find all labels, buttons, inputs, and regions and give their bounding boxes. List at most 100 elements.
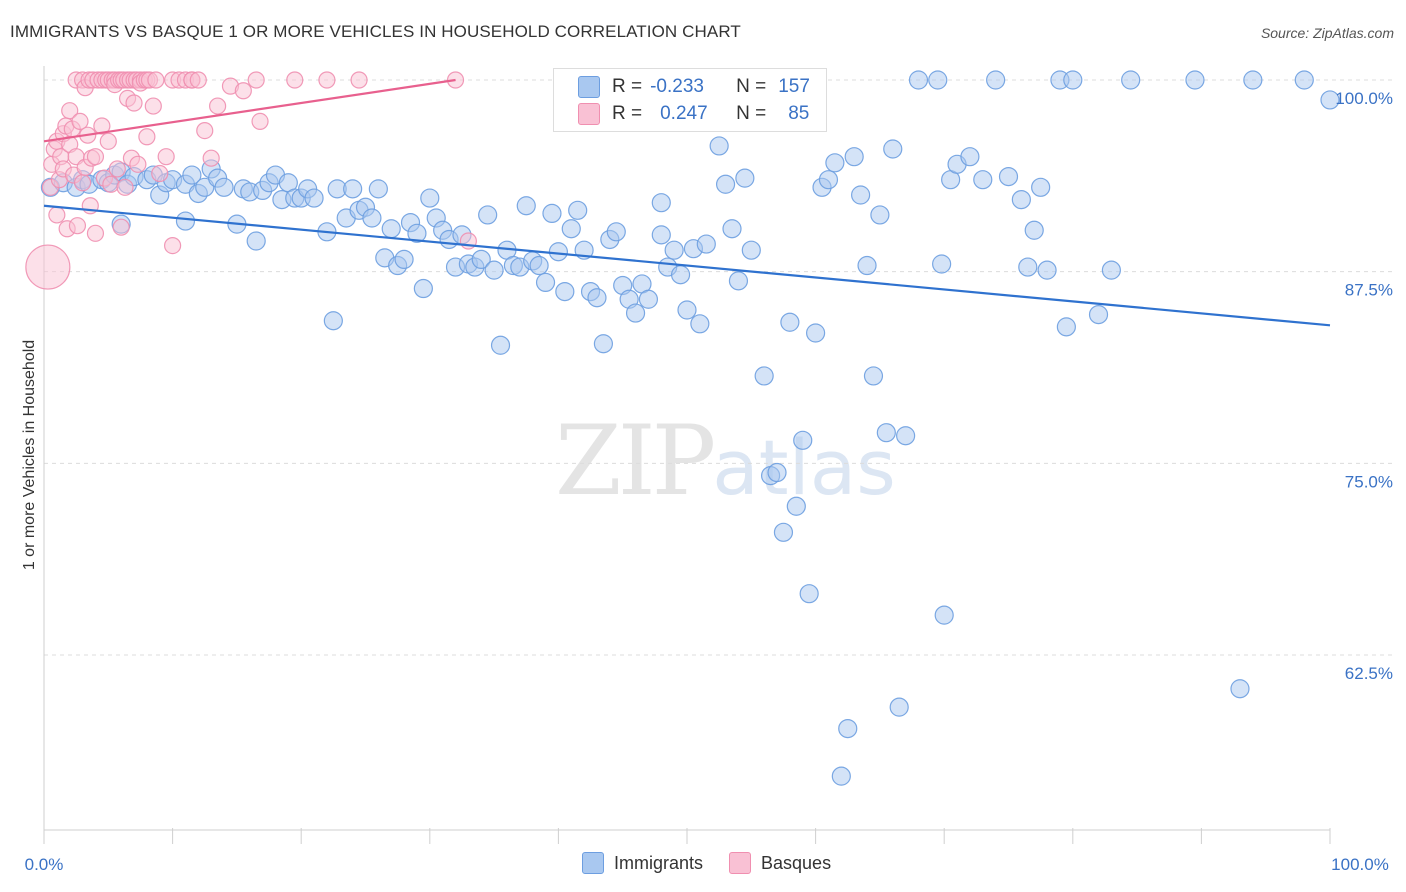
immigrants-point <box>381 219 401 239</box>
immigrants-point <box>1088 305 1109 325</box>
immigrants-point <box>998 167 1019 187</box>
immigrants-point <box>863 366 884 386</box>
immigrants-point <box>568 200 588 220</box>
basques-swatch <box>578 103 600 125</box>
watermark: ZIPatlas <box>555 405 896 517</box>
immigrants-point <box>844 147 864 167</box>
immigrants-point <box>793 430 813 450</box>
immigrants-point <box>986 70 1006 90</box>
basques-point <box>247 71 265 89</box>
immigrants-point <box>1011 190 1031 210</box>
basques-point <box>112 218 130 236</box>
basques-point <box>350 71 368 89</box>
immigrants-point <box>883 139 903 159</box>
basques-point <box>48 206 66 224</box>
basques-point <box>93 117 111 135</box>
immigrants-point <box>799 584 819 604</box>
basques-point <box>234 82 252 100</box>
immigrants-point <box>754 366 774 386</box>
basques-r-label: R = <box>612 103 643 124</box>
basques-n-value: 85 <box>788 103 810 124</box>
immigrants-point <box>490 335 511 355</box>
immigrants-point <box>1031 177 1051 197</box>
immigrants-point <box>1063 70 1083 90</box>
basques-point <box>147 71 165 89</box>
immigrants-swatch <box>578 76 600 98</box>
basques-legend-label: Basques <box>761 852 832 873</box>
immigrants-point <box>932 254 952 274</box>
immigrants-point <box>780 312 800 332</box>
source-label: Source: ZipAtlas.com <box>1260 25 1394 41</box>
immigrants-point <box>516 196 536 216</box>
data-points <box>25 70 1340 786</box>
immigrants-point <box>741 240 761 260</box>
basques-point <box>286 71 304 89</box>
immigrants-point <box>934 605 954 625</box>
immigrants-point <box>420 188 440 208</box>
immigrants-point <box>1320 90 1340 110</box>
immigrants-point <box>407 223 427 243</box>
immigrants-point <box>670 265 691 285</box>
immigrants-point <box>1056 317 1076 337</box>
immigrants-point <box>478 205 498 225</box>
immigrants-point <box>542 203 562 223</box>
immigrants-point <box>1037 260 1057 280</box>
immigrants-point <box>728 271 749 291</box>
immigrants-point <box>786 496 806 516</box>
basques-point <box>102 175 120 193</box>
series-legend: Immigrants Basques <box>582 852 857 874</box>
basques-n-label: N = <box>736 103 767 124</box>
x-tick-label: 0.0% <box>25 855 64 874</box>
basques-point <box>125 94 143 112</box>
y-tick-label: 100.0% <box>1335 89 1393 108</box>
immigrants-r-value: -0.233 <box>650 76 704 97</box>
basques-point <box>99 132 117 150</box>
basques-point <box>71 112 89 131</box>
immigrants-point <box>896 426 916 446</box>
immigrants-point <box>838 718 858 739</box>
immigrants-point <box>664 240 684 260</box>
basques-point <box>209 97 227 115</box>
basques-point <box>318 71 336 89</box>
immigrants-point <box>1024 220 1044 240</box>
immigrants-point <box>908 70 929 90</box>
immigrants-point <box>587 288 607 308</box>
immigrants-point <box>1243 70 1263 90</box>
gridlines <box>44 79 1395 656</box>
legend-item-immigrants[interactable]: Immigrants <box>582 852 703 874</box>
chart-title: IMMIGRANTS VS BASQUE 1 OR MORE VEHICLES … <box>10 22 741 41</box>
immigrants-point <box>413 278 433 299</box>
immigrants-point <box>555 282 575 302</box>
basques-point <box>196 122 214 140</box>
basques-point <box>25 244 71 290</box>
immigrants-point <box>722 219 742 239</box>
immigrants-point <box>773 522 794 542</box>
immigrants-point <box>831 766 851 786</box>
immigrants-point <box>175 211 196 231</box>
immigrants-point <box>928 70 948 90</box>
trend-lines <box>43 78 1331 327</box>
immigrants-point <box>548 242 569 262</box>
immigrants-point <box>304 188 324 208</box>
immigrants-point <box>696 234 716 254</box>
immigrants-point <box>709 136 729 156</box>
basques-point <box>202 149 220 167</box>
immigrants-point <box>394 249 414 269</box>
immigrants-point <box>535 272 556 292</box>
immigrants-point <box>471 249 491 269</box>
legend-row-immigrants: R = -0.233 N = 157 <box>578 74 810 100</box>
immigrants-point <box>1101 260 1121 280</box>
immigrants-point <box>677 300 697 320</box>
immigrants-trend-line <box>43 204 1331 327</box>
immigrants-r-label: R = <box>612 76 643 97</box>
immigrants-point <box>246 231 266 251</box>
immigrants-point <box>182 165 202 185</box>
axis-labels: 100.0% 87.5% 75.0% 62.5% 0.0% 100.0% 1 or more… <box>21 89 1393 874</box>
immigrants-point <box>960 147 980 167</box>
immigrants-point <box>1018 257 1038 277</box>
immigrants-point <box>343 179 363 199</box>
basques-point <box>251 112 269 131</box>
legend-item-basques[interactable]: Basques <box>729 852 831 874</box>
immigrants-point <box>1294 70 1314 90</box>
immigrants-point <box>690 314 710 334</box>
